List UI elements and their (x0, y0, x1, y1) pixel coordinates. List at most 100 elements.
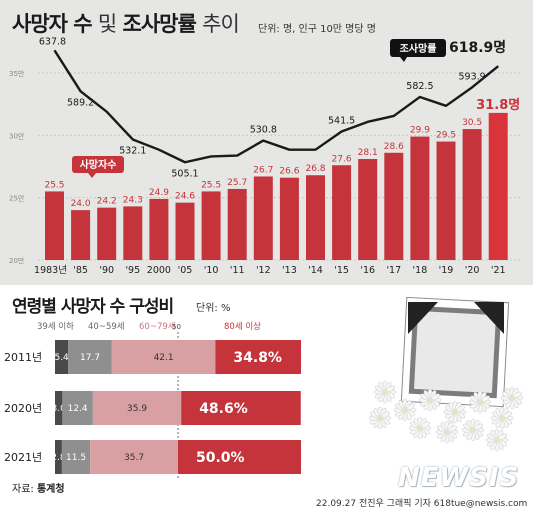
y-tick-label: 35만 (9, 69, 25, 78)
bar-deaths (227, 188, 247, 260)
axis-marker-label: 50 (172, 323, 181, 331)
bar-value-label: 24.9 (149, 188, 169, 198)
x-tick-label: '16 (360, 265, 375, 276)
line-value-label: 541.5 (328, 116, 355, 127)
bar-value-label: 29.9 (410, 126, 430, 136)
age-segment-label: 42.1 (154, 353, 174, 363)
bar-deaths (45, 191, 64, 260)
page-title: 사망자 수 및 조사망률 추이 (12, 8, 240, 38)
age-legend-label: 39세 이하 (37, 321, 74, 332)
x-tick-label: 1983년 (34, 265, 67, 276)
bar-value-label: 24.3 (123, 195, 143, 205)
bar-value-label: 24.2 (97, 197, 117, 207)
age-segment (92, 391, 182, 425)
x-tick-label: '20 (465, 265, 480, 276)
x-tick-label: '12 (256, 265, 271, 276)
legend-deaths: 사망자수 (72, 156, 124, 178)
age-segment (55, 340, 69, 374)
age-segment-label: 48.6% (199, 401, 248, 417)
age-segment (181, 391, 301, 425)
bar-value-label: 25.7 (227, 178, 247, 188)
line-value-label: 530.8 (250, 125, 277, 136)
bar-deaths (410, 136, 430, 260)
bar-deaths (306, 175, 325, 260)
y-tick-label: 30만 (9, 131, 25, 140)
y-tick-label: 25만 (9, 194, 25, 203)
section-title: 연령별 사망자 수 구성비 (12, 297, 174, 317)
x-tick-label: '13 (282, 265, 297, 276)
age-segment (55, 391, 63, 425)
x-tick-label: '85 (73, 265, 88, 276)
line-value-label: 593.9 (458, 71, 485, 82)
x-tick-label: '95 (125, 265, 140, 276)
age-segment (55, 440, 62, 474)
svg-text:조사망률: 조사망률 (400, 42, 437, 55)
bar-value-label: 26.6 (279, 167, 299, 177)
title-part-deaths: 사망자 수 (12, 12, 93, 36)
line-value-label: 618.9명 (449, 39, 506, 56)
x-tick-label: '90 (99, 265, 114, 276)
age-segment (178, 440, 301, 474)
age-segment-label: 50.0% (196, 450, 245, 466)
age-segment (68, 340, 112, 374)
bar-deaths (436, 141, 456, 260)
newsis-logo: NEWSIS (398, 463, 520, 493)
age-legend-label: 80세 이상 (224, 321, 261, 332)
bar-deaths (175, 202, 195, 260)
age-segment-label: 35.9 (127, 404, 147, 414)
bar-value-label: 28.6 (384, 142, 404, 152)
age-legend-label: 40~59세 (88, 322, 125, 332)
line-value-label: 582.5 (406, 81, 433, 92)
top-unit-label: 단위: 명, 인구 10만 명당 명 (258, 24, 376, 35)
age-segment-label: 11.5 (66, 453, 86, 463)
legend-rate: 조사망률 (390, 39, 446, 62)
bar-deaths (358, 159, 378, 260)
bar-deaths (201, 191, 221, 260)
bar-deaths (149, 198, 169, 260)
source-name: 통계청 (36, 484, 65, 495)
bar-deaths (332, 165, 352, 260)
bar-value-label: 26.8 (305, 164, 325, 174)
age-row-label: 2021년 (4, 451, 42, 464)
bar-deaths (123, 206, 143, 260)
title-part-and: 및 (97, 12, 117, 36)
bar-value-label: 25.5 (201, 180, 221, 190)
bar-value-label: 29.5 (436, 131, 456, 141)
bar-value-label: 25.5 (44, 180, 64, 190)
age-segment-label: 2.8 (51, 453, 66, 463)
bar-deaths (384, 152, 404, 260)
line-value-label: 505.1 (171, 168, 198, 179)
age-row-label: 2020년 (4, 402, 42, 415)
bar-deaths (462, 129, 482, 260)
x-tick-label: '14 (308, 265, 323, 276)
age-segment (62, 391, 93, 425)
source-label: 자료: (12, 484, 34, 495)
x-tick-label: '11 (230, 265, 245, 276)
line-value-label: 589.2 (67, 97, 94, 108)
bar-value-label: 24.0 (71, 199, 91, 209)
x-tick-label: '17 (386, 265, 401, 276)
bar-value-label: 28.1 (358, 148, 378, 158)
source-note: 자료: 통계청 (12, 480, 65, 495)
x-tick-label: '15 (334, 265, 349, 276)
bar-value-label: 26.7 (253, 165, 273, 175)
deaths-trend-chart: 20만 25만 30만 35만 25.5 24.0 24.2 24.3 24.9 24.6 25.5… (9, 36, 520, 276)
x-tick-label: '21 (491, 265, 506, 276)
line-value-label: 637.8 (39, 36, 66, 47)
bottom-unit-label: 단위: % (196, 303, 231, 314)
x-tick-label: '19 (439, 265, 454, 276)
bar-deaths (71, 210, 91, 260)
title-part-rate: 조사망률 (122, 12, 197, 36)
credit-line: 22.09.27 전진우 그래픽 기자 618tue@newsis.com (316, 499, 528, 509)
bar-deaths (97, 207, 117, 260)
bar-value-label: 24.6 (175, 192, 195, 202)
age-segment (61, 440, 91, 474)
age-segment-label: 5.4 (54, 353, 69, 363)
age-legend-label: 60~79세 (139, 322, 176, 332)
age-segment-label: 17.7 (80, 353, 100, 363)
age-composition-chart: 39세 이하 40~59세 60~79세 80세 이상 50 2011년 5.4 17.7 42… (4, 321, 301, 478)
age-segment-label: 3.0 (52, 404, 67, 414)
line-value-label: 532.1 (119, 145, 146, 156)
bar-deaths (488, 112, 508, 260)
